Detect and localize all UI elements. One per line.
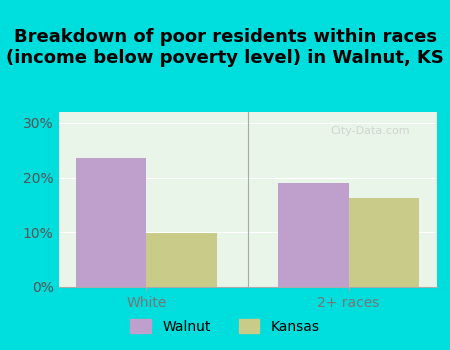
Text: Breakdown of poor residents within races
(income below poverty level) in Walnut,: Breakdown of poor residents within races… [6, 28, 444, 67]
Bar [278, 183, 349, 287]
Bar [76, 159, 146, 287]
Legend: Walnut, Kansas: Walnut, Kansas [125, 314, 325, 340]
Bar [349, 198, 419, 287]
Bar [146, 233, 217, 287]
Text: City-Data.com: City-Data.com [331, 126, 410, 136]
